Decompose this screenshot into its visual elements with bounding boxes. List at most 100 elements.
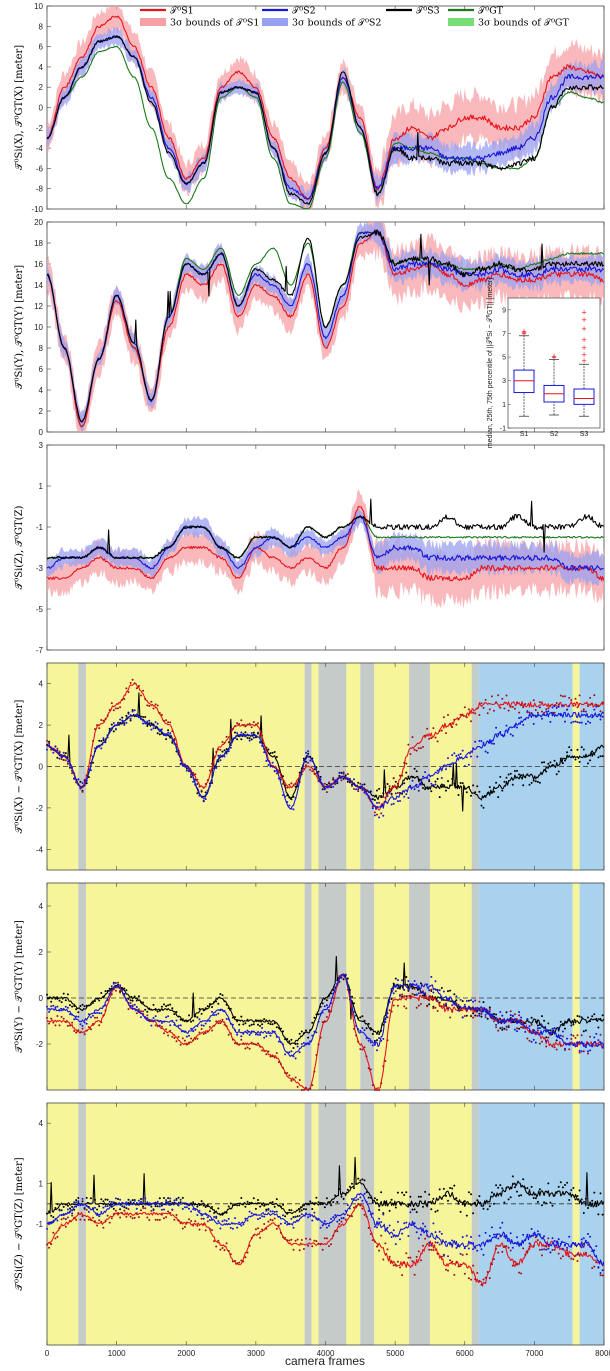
data-point	[64, 1225, 67, 1228]
data-point	[311, 1021, 314, 1024]
data-point	[231, 1016, 234, 1019]
data-point	[401, 993, 404, 996]
data-point	[257, 1023, 259, 1026]
data-point	[165, 1016, 168, 1019]
data-point	[538, 1188, 541, 1191]
data-point	[411, 1208, 414, 1211]
data-point	[223, 741, 226, 744]
data-point	[271, 1055, 274, 1058]
data-point	[482, 741, 485, 744]
data-point	[217, 1002, 220, 1005]
data-point	[202, 1009, 205, 1012]
data-point	[66, 1204, 69, 1207]
data-point	[142, 716, 145, 718]
data-point	[87, 1218, 90, 1221]
data-point	[181, 1037, 184, 1040]
data-point	[332, 1234, 335, 1237]
data-point	[290, 807, 293, 810]
data-point	[56, 1015, 59, 1017]
data-point	[325, 1016, 328, 1018]
data-point	[449, 765, 452, 768]
data-point	[150, 728, 153, 731]
data-point	[589, 1049, 592, 1052]
data-point	[538, 1233, 541, 1236]
data-point	[188, 770, 190, 773]
data-point	[81, 1024, 84, 1027]
data-point	[50, 1005, 53, 1008]
data-point	[332, 776, 335, 779]
data-point	[311, 1084, 314, 1087]
state-band	[311, 883, 319, 1090]
y-tick-label: 16	[34, 260, 43, 269]
data-point	[163, 1208, 165, 1211]
legend-label: 𝒯⁰S1	[170, 6, 194, 17]
data-point	[447, 990, 449, 993]
data-point	[501, 697, 504, 700]
data-point	[595, 1205, 598, 1208]
data-point	[428, 989, 431, 992]
data-point	[133, 682, 136, 685]
data-point	[419, 783, 422, 786]
data-point	[524, 1239, 527, 1241]
data-point	[470, 1278, 472, 1281]
data-point	[501, 1026, 504, 1029]
data-point	[221, 1213, 224, 1216]
data-point	[259, 740, 262, 743]
data-point	[403, 1222, 406, 1225]
data-point	[564, 759, 566, 762]
data-point	[167, 729, 170, 732]
data-point	[430, 1244, 433, 1247]
data-point	[64, 999, 67, 1002]
data-point	[490, 695, 493, 698]
data-point	[545, 1202, 548, 1205]
data-point	[386, 1248, 389, 1251]
data-point	[64, 756, 67, 759]
data-point	[432, 1197, 435, 1200]
data-point	[160, 1213, 163, 1216]
data-point	[104, 718, 107, 721]
data-point	[290, 1038, 293, 1041]
data-point	[217, 1022, 220, 1025]
data-point	[156, 1205, 159, 1208]
data-point	[150, 700, 153, 703]
data-point	[211, 779, 213, 782]
data-point	[275, 1210, 278, 1213]
data-point	[96, 1224, 99, 1227]
data-point	[121, 698, 124, 701]
data-point	[445, 732, 447, 735]
data-point	[288, 1074, 291, 1077]
data-point	[294, 1239, 297, 1242]
data-point	[231, 1260, 234, 1263]
data-point	[453, 718, 456, 721]
data-point	[117, 721, 119, 724]
data-point	[215, 751, 218, 753]
data-point	[288, 1051, 291, 1054]
data-point	[135, 715, 138, 717]
data-point	[292, 808, 295, 811]
data-point	[163, 1020, 165, 1023]
data-point	[582, 1030, 585, 1033]
data-point	[117, 1212, 119, 1215]
data-point	[593, 1013, 596, 1016]
data-point	[221, 754, 224, 757]
data-point	[183, 1206, 186, 1209]
data-point	[192, 1201, 195, 1204]
data-point	[175, 745, 178, 748]
data-point	[451, 778, 454, 780]
data-point	[403, 1005, 406, 1008]
data-point	[300, 1089, 303, 1091]
data-point	[561, 1035, 564, 1038]
data-point	[394, 977, 397, 980]
data-point	[438, 989, 441, 992]
data-point	[246, 1018, 249, 1021]
data-point	[455, 1261, 458, 1264]
data-point	[551, 1204, 554, 1207]
data-point	[457, 1007, 460, 1010]
data-point	[102, 1200, 105, 1203]
data-point	[332, 988, 335, 991]
data-point	[526, 1018, 529, 1020]
data-point	[476, 1010, 479, 1013]
data-point	[234, 1042, 236, 1045]
data-point	[482, 1001, 485, 1004]
data-point	[273, 769, 276, 772]
